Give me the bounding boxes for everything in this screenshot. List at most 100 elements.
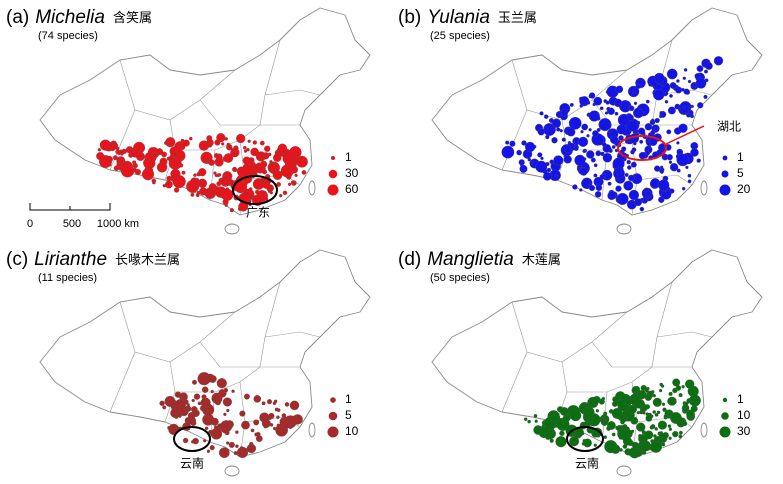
occurrence-dot: [553, 155, 564, 166]
occurrence-dot: [189, 136, 193, 141]
occurrence-dot: [639, 206, 645, 212]
occurrence-dot: [588, 184, 596, 192]
occurrence-dot: [678, 123, 688, 133]
occurrence-dot: [252, 140, 257, 145]
occurrence-dot: [537, 152, 543, 158]
occurrence-dot: [599, 106, 604, 111]
occurrence-dot: [690, 114, 694, 119]
occurrence-dot: [615, 169, 622, 176]
occurrence-dot: [222, 179, 230, 186]
occurrence-dot: [595, 150, 602, 157]
occurrence-dot: [664, 100, 669, 104]
occurrence-dot: [676, 141, 680, 145]
occurrence-dot: [264, 155, 269, 159]
occurrence-dot: [174, 154, 178, 159]
occurrence-dot: [616, 124, 627, 135]
panel-title: (a) Michelia 含笑属: [6, 7, 152, 28]
occurrence-dot: [269, 160, 273, 164]
occurrence-dot: [289, 400, 300, 411]
occurrence-dot: [276, 423, 281, 428]
occurrence-dot: [636, 422, 646, 432]
occurrence-dot: [273, 399, 278, 404]
occurrence-dot: [543, 171, 552, 181]
occurrence-dot: [279, 193, 283, 198]
occurrence-dot: [663, 414, 668, 419]
occurrence-dot: [272, 170, 283, 180]
occurrence-dot: [661, 439, 666, 443]
occurrence-dot: [572, 441, 576, 446]
occurrence-dot: [582, 439, 587, 443]
occurrence-dot: [603, 411, 608, 416]
occurrence-dot: [239, 410, 246, 417]
occurrence-dot: [630, 161, 637, 168]
occurrence-dot: [562, 414, 571, 423]
occurrence-dot: [568, 116, 582, 130]
occurrence-dot: [218, 177, 225, 184]
occurrence-dot: [223, 153, 234, 163]
legend-label: 5: [345, 408, 352, 422]
occurrence-dot: [148, 147, 156, 155]
occurrence-dot: [557, 406, 564, 413]
occurrence-dot: [619, 448, 623, 452]
occurrence-dot: [627, 165, 632, 170]
occurrence-dot: [106, 155, 113, 163]
species-count: (11 species): [38, 272, 97, 284]
occurrence-dot: [168, 142, 172, 146]
occurrence-dot: [687, 173, 692, 178]
occurrence-dot: [193, 393, 201, 400]
occurrence-dot: [654, 427, 658, 431]
occurrence-dot: [668, 427, 673, 431]
panel: 云南 (c) Lirianthe 长喙木兰属 (11 species) 1 5 10: [6, 249, 371, 477]
occurrence-dot: [516, 149, 522, 156]
occurrence-dot: [120, 164, 135, 178]
occurrence-dot: [501, 145, 515, 159]
occurrence-dot: [627, 114, 634, 121]
occurrence-dot: [242, 156, 251, 165]
occurrence-dot: [546, 167, 552, 173]
occurrence-dot: [648, 83, 652, 87]
occurrence-dot: [267, 152, 272, 157]
occurrence-dot: [614, 111, 619, 116]
legend-symbol: [328, 169, 338, 179]
occurrence-dot: [654, 126, 659, 131]
occurrence-dot: [585, 408, 591, 415]
occurrence-dot: [633, 101, 638, 105]
occurrence-dot: [586, 101, 591, 105]
occurrence-dot: [635, 83, 641, 89]
occurrence-dot: [646, 391, 653, 397]
occurrence-dot: [669, 94, 673, 98]
occurrence-dot: [213, 153, 219, 159]
occurrence-dot: [635, 398, 645, 409]
occurrence-dot: [690, 104, 694, 109]
occurrence-dot: [243, 393, 250, 400]
occurrence-dot: [253, 419, 260, 426]
occurrence-dot: [572, 184, 578, 190]
occurrence-dot: [549, 438, 554, 443]
occurrence-dot: [675, 86, 683, 94]
occurrence-dot: [652, 397, 662, 407]
occurrence-dot: [210, 389, 214, 394]
occurrence-dot: [239, 446, 244, 450]
occurrence-dot: [703, 94, 708, 99]
occurrence-dot: [669, 163, 679, 172]
occurrence-dot: [660, 384, 665, 388]
occurrence-dot: [610, 135, 619, 144]
occurrence-dot: [213, 425, 218, 430]
occurrence-dot: [201, 394, 207, 400]
occurrence-dot: [272, 426, 277, 431]
occurrence-dot: [191, 184, 199, 192]
occurrence-dot: [162, 184, 166, 188]
occurrence-dot: [268, 412, 275, 419]
occurrence-dot: [250, 428, 255, 433]
legend-label: 1: [345, 392, 352, 406]
occurrence-dot: [694, 73, 701, 80]
occurrence-dot: [183, 406, 188, 411]
occurrence-dot: [296, 155, 308, 168]
occurrence-dot: [533, 425, 543, 435]
occurrence-dot: [569, 102, 574, 107]
occurrence-dot: [197, 401, 202, 406]
occurrence-dot: [676, 168, 681, 173]
occurrence-dot: [211, 185, 220, 195]
occurrence-dot: [173, 149, 186, 162]
